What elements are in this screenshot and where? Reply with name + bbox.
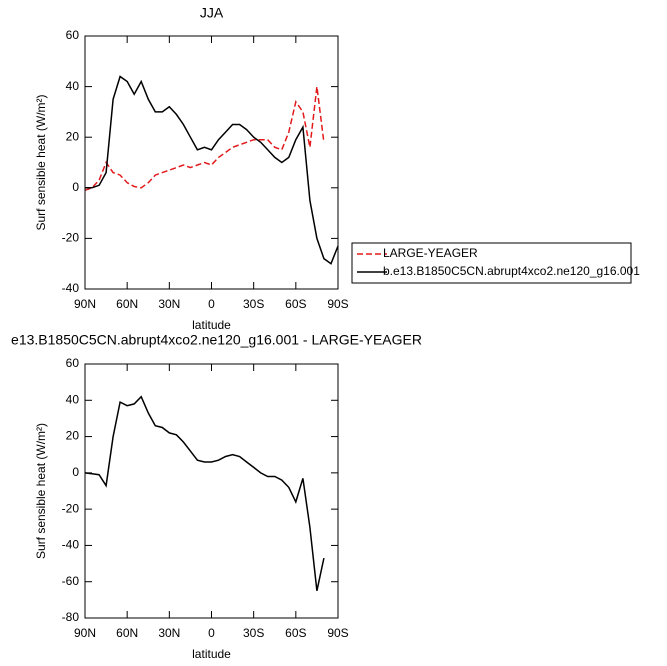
x-tick-label: 90S — [327, 626, 348, 640]
y-axis-label: Surf sensible heat (W/m²) — [34, 94, 48, 230]
y-tick-label: 20 — [66, 429, 80, 443]
y-tick-label: -40 — [62, 538, 80, 552]
x-tick-label: 30N — [158, 297, 180, 311]
y-tick-label: 60 — [66, 356, 80, 370]
x-axis-label: latitude — [192, 647, 231, 661]
x-tick-label: 90N — [74, 297, 96, 311]
y-tick-label: -20 — [62, 231, 80, 245]
x-tick-label: 30S — [243, 297, 264, 311]
x-tick-label: 90N — [74, 626, 96, 640]
x-tick-label: 0 — [208, 297, 215, 311]
chart-title: JJA — [200, 5, 224, 21]
data-line — [84, 395, 325, 591]
y-tick-label: -40 — [62, 281, 80, 295]
y-tick-label: 0 — [72, 465, 79, 479]
y-tick-label: -60 — [62, 574, 80, 588]
chart-title: e13.B1850C5CN.abrupt4xco2.ne120_g16.001 … — [11, 332, 422, 348]
plot-frame — [84, 35, 339, 290]
x-tick-label: 60S — [285, 626, 306, 640]
y-tick-label: 0 — [72, 180, 79, 194]
x-tick-label: 30N — [158, 626, 180, 640]
y-tick-label: -80 — [62, 610, 80, 624]
y-tick-label: 40 — [66, 392, 80, 406]
legend-label: LARGE-YEAGER — [383, 246, 478, 260]
x-tick-label: 60N — [116, 626, 138, 640]
legend-label: b.e13.B1850C5CN.abrupt4xco2.ne120_g16.00… — [383, 264, 640, 278]
x-tick-label: 0 — [208, 626, 215, 640]
data-line — [85, 75, 339, 265]
y-axis-label: Surf sensible heat (W/m²) — [34, 423, 48, 559]
y-tick-label: 40 — [66, 79, 80, 93]
y-tick-label: 60 — [66, 28, 80, 42]
y-tick-label: 20 — [66, 129, 80, 143]
x-tick-label: 30S — [243, 626, 264, 640]
legend-box — [351, 242, 632, 284]
x-tick-label: 60N — [116, 297, 138, 311]
x-axis-label: latitude — [192, 318, 231, 332]
data-line — [84, 86, 325, 192]
y-tick-label: -20 — [62, 501, 80, 515]
x-tick-label: 90S — [327, 297, 348, 311]
plot-frame — [84, 363, 339, 619]
x-tick-label: 60S — [285, 297, 306, 311]
